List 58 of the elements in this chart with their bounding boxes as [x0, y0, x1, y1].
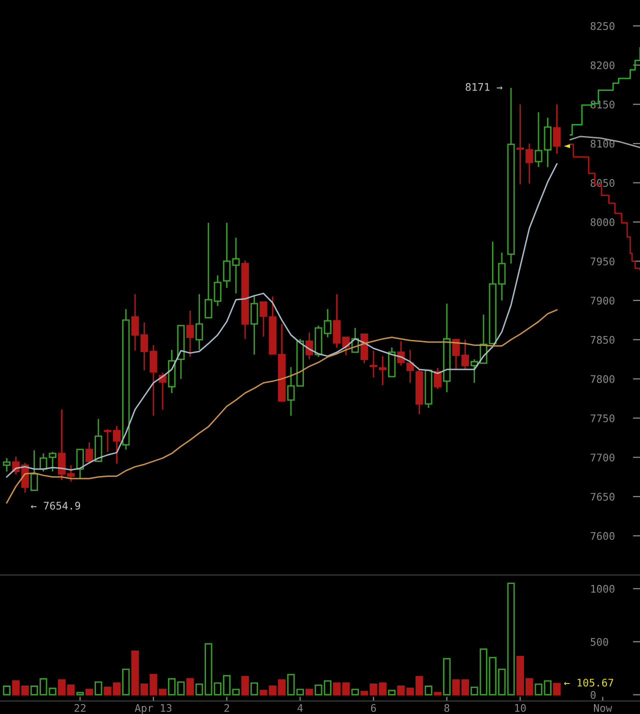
y-tick-label: 8250 — [590, 22, 614, 30]
y-tick-label: 7900 — [590, 296, 614, 305]
y-tick-label: 7750 — [590, 414, 614, 422]
candlestick — [305, 332, 314, 360]
bar — [443, 658, 451, 696]
candlestick — [168, 349, 176, 394]
y-tick-label: 8150 — [590, 100, 614, 108]
y-tick-label: 0 — [590, 690, 596, 699]
x-tick-label: 22 — [74, 704, 86, 712]
x-tick-label: 4 — [298, 704, 303, 712]
annotation: 8171 → — [466, 83, 502, 91]
y-tick-label: 7800 — [590, 375, 614, 384]
candlestick — [186, 310, 194, 358]
x-tick-label: Now — [594, 704, 612, 712]
bar — [351, 688, 359, 696]
x-tick-label: 2 — [224, 704, 230, 712]
bar — [434, 692, 442, 696]
bar — [122, 668, 130, 696]
y-tick-label: 1000 — [591, 584, 614, 593]
candlestick — [443, 302, 451, 393]
candlestick — [122, 308, 130, 450]
bar — [76, 692, 84, 696]
x-tick-label: Apr 13 — [134, 704, 172, 714]
y-tick-label: 8000 — [590, 218, 614, 226]
y-tick-label: 7950 — [590, 257, 614, 266]
candlestick — [2, 457, 11, 472]
bar — [250, 682, 258, 696]
annotation: ← 7654.9 — [30, 502, 80, 510]
candlestick — [195, 293, 204, 351]
y-tick-label: 7700 — [590, 454, 614, 462]
bar — [388, 690, 396, 696]
annotation: ← 105.67 — [564, 678, 614, 687]
bar — [305, 688, 314, 696]
bar — [158, 688, 166, 696]
bar — [85, 688, 94, 696]
bar — [553, 682, 561, 696]
annotation: ◄ — [564, 144, 570, 148]
bar — [21, 686, 29, 696]
y-tick-label: 500 — [590, 638, 608, 646]
x-tick-label: 6 — [371, 704, 376, 712]
x-tick-label: 10 — [515, 704, 526, 712]
bar — [94, 681, 102, 696]
y-tick-label: 7600 — [590, 532, 614, 540]
y-tick-label: 7850 — [590, 336, 614, 344]
bar — [424, 686, 432, 696]
bar — [186, 678, 194, 696]
candlestick — [553, 104, 561, 154]
bar — [2, 686, 11, 696]
candlestick — [507, 87, 515, 264]
bar — [241, 676, 249, 696]
y-tick-label: 7650 — [590, 492, 614, 501]
y-tick-label: 8200 — [590, 61, 614, 70]
bar — [48, 688, 56, 696]
x-tick-label: 8 — [444, 704, 450, 712]
y-tick-label: 8100 — [590, 140, 614, 148]
bar — [12, 680, 20, 696]
candlestick — [378, 355, 386, 386]
candlestick — [370, 350, 378, 378]
